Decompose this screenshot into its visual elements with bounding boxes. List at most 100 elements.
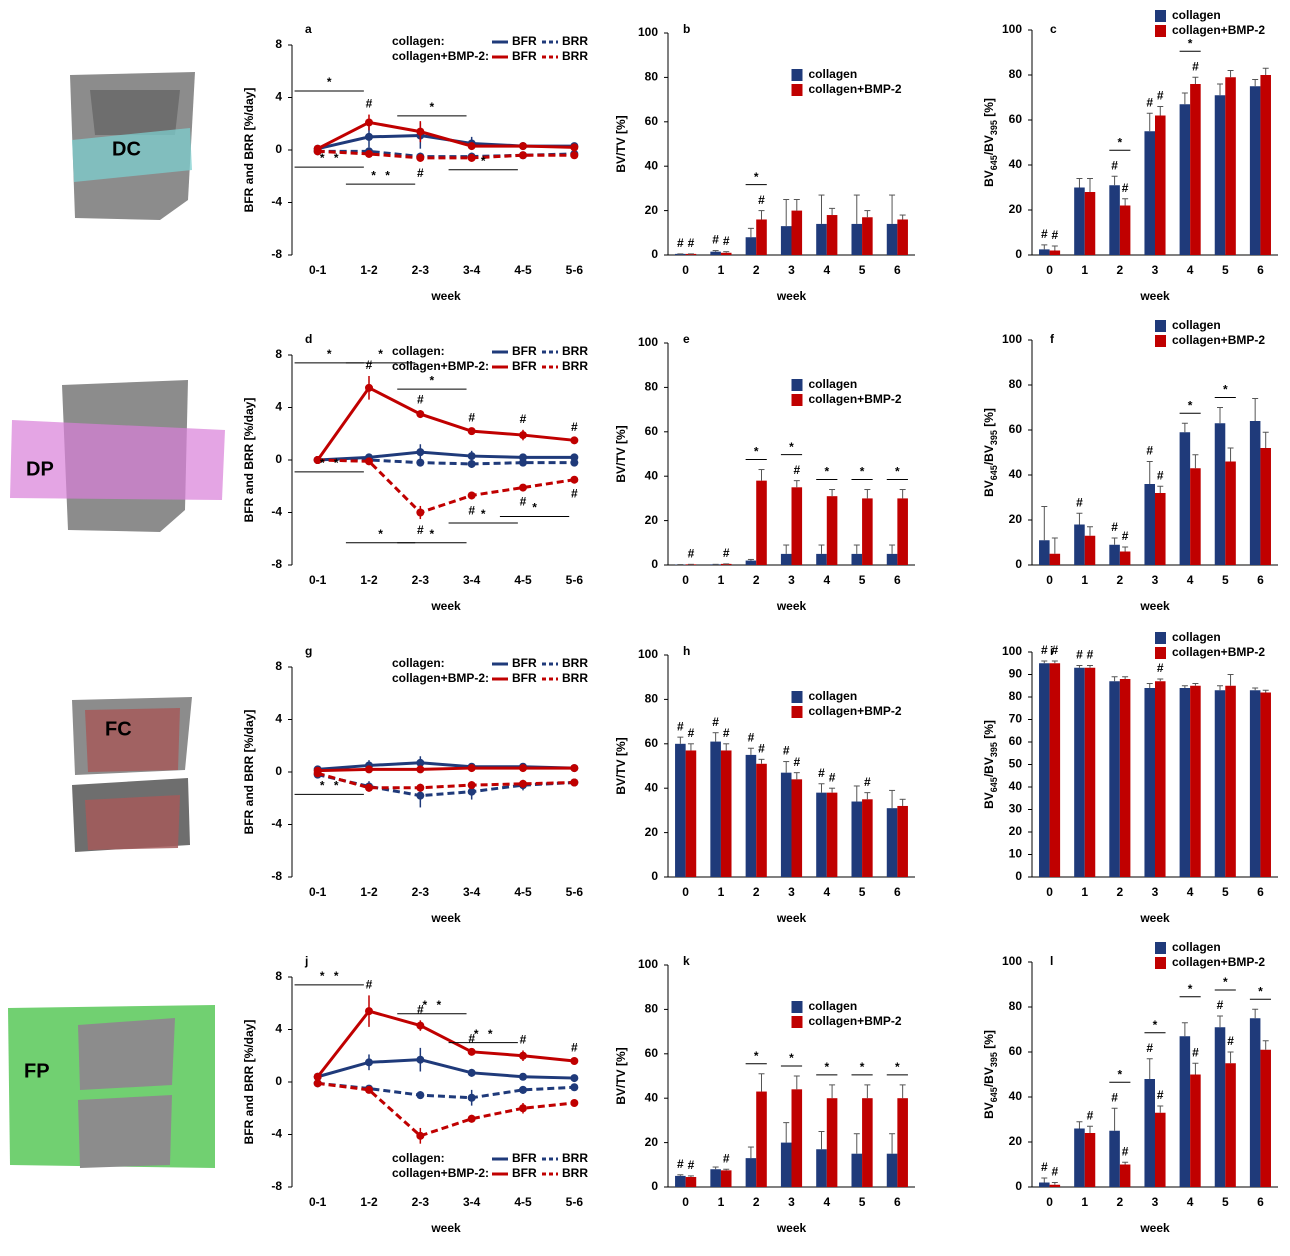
- significance-hash: #: [1122, 529, 1129, 543]
- x-tick-label: 4: [823, 885, 830, 899]
- bar: [897, 1098, 908, 1187]
- bar: [1050, 1185, 1061, 1187]
- y-axis-label-part: BV: [982, 170, 996, 187]
- point: [468, 1069, 476, 1077]
- y-tick-label: 80: [1009, 67, 1023, 81]
- bar: [686, 1177, 697, 1187]
- bar: [1190, 686, 1201, 877]
- y-tick-label: 0: [275, 764, 282, 778]
- significance-star: *: [789, 440, 794, 454]
- legend-label: BFR: [512, 1151, 537, 1165]
- significance-hash: #: [793, 463, 800, 477]
- bar: [862, 498, 873, 565]
- x-tick-label: 5: [1222, 1195, 1229, 1209]
- significance-hash: #: [520, 494, 527, 508]
- y-tick-label: -4: [271, 195, 282, 209]
- point: [570, 459, 578, 467]
- bar: [1155, 1113, 1166, 1187]
- x-tick-label: 0-1: [309, 1195, 327, 1209]
- point: [365, 784, 373, 792]
- x-tick-label: 0: [1046, 1195, 1053, 1209]
- x-tick-label: 2-3: [412, 573, 430, 587]
- series-line: [318, 151, 575, 158]
- point: [416, 459, 424, 467]
- bar: [1225, 462, 1236, 566]
- y-axis-label: BV645/BV395 [%]: [982, 1030, 999, 1119]
- legend-group: collagen:: [392, 34, 445, 48]
- significance-hash: #: [758, 742, 765, 756]
- significance-star: *: [1188, 982, 1193, 996]
- x-tick-label: 6: [894, 263, 901, 277]
- y-tick-label: 10: [1009, 847, 1023, 861]
- y-tick-label: -8: [271, 1179, 282, 1193]
- bone-block: [78, 1018, 175, 1090]
- significance-hash: #: [1051, 1165, 1058, 1179]
- bar: [862, 1098, 873, 1187]
- bar: [792, 211, 803, 255]
- legend-swatch: [792, 69, 803, 81]
- x-tick-label: 5-6: [566, 573, 584, 587]
- bar: [756, 219, 767, 255]
- bar: [710, 742, 721, 877]
- y-tick-label: 80: [1009, 999, 1023, 1013]
- bar: [897, 219, 908, 255]
- y-axis-label-part: [%]: [982, 98, 996, 120]
- x-axis-label: week: [1139, 911, 1170, 925]
- bone-block: [78, 1095, 172, 1168]
- bar: [1085, 668, 1096, 877]
- x-tick-label: 0: [682, 1195, 689, 1209]
- point: [519, 484, 527, 492]
- significance-hash: #: [1217, 998, 1224, 1012]
- y-tick-label: 0: [1015, 247, 1022, 261]
- y-axis-label-part: 645: [989, 465, 999, 480]
- significance-hash: #: [417, 392, 424, 406]
- point: [570, 1083, 578, 1091]
- significance-star: *: [754, 170, 759, 184]
- legend-label: collagen+BMP-2: [1172, 23, 1265, 37]
- bar: [792, 487, 803, 565]
- bar: [1074, 525, 1085, 566]
- y-tick-label: 8: [275, 659, 282, 673]
- point: [570, 436, 578, 444]
- significance-hash: #: [1146, 95, 1153, 109]
- bar: [897, 806, 908, 877]
- bar: [1155, 681, 1166, 877]
- x-tick-label: 1: [718, 885, 725, 899]
- x-tick-label: 3-4: [463, 573, 481, 587]
- x-axis-label: week: [430, 911, 461, 925]
- y-tick-label: 60: [645, 736, 659, 750]
- y-tick-label: 0: [651, 869, 658, 883]
- point: [365, 133, 373, 141]
- x-tick-label: 4: [1187, 1195, 1194, 1209]
- point: [416, 792, 424, 800]
- bar: [1085, 192, 1096, 255]
- panel-letter: a: [305, 22, 312, 36]
- y-tick-label: 50: [1009, 757, 1023, 771]
- bar: [1260, 1050, 1271, 1187]
- x-tick-label: 5: [859, 263, 866, 277]
- bar: [1039, 1183, 1050, 1188]
- y-tick-label: 20: [1009, 512, 1023, 526]
- bar: [1215, 95, 1226, 255]
- y-tick-label: 80: [1009, 689, 1023, 703]
- significance-star: *: [1188, 36, 1193, 50]
- y-tick-label: 80: [645, 692, 659, 706]
- significance-hash: #: [1192, 1045, 1199, 1059]
- x-tick-label: 5-6: [566, 885, 584, 899]
- y-tick-label: 0: [1015, 1179, 1022, 1193]
- legend-label: collagen+BMP-2: [809, 704, 902, 718]
- point: [519, 1104, 527, 1112]
- y-axis-label-part: BV: [982, 1102, 996, 1119]
- panel-letter: h: [683, 644, 690, 658]
- significance-hash: #: [723, 234, 730, 248]
- bar: [887, 1154, 898, 1187]
- y-axis-label: BFR and BRR [%/day]: [242, 398, 256, 523]
- legend-group: collagen:: [392, 1151, 445, 1165]
- point: [468, 764, 476, 772]
- bar: [827, 793, 838, 877]
- x-tick-label: 0: [1046, 263, 1053, 277]
- point: [570, 764, 578, 772]
- x-tick-label: 5: [1222, 263, 1229, 277]
- bar: [1250, 421, 1261, 565]
- significance-star: *: [532, 501, 537, 515]
